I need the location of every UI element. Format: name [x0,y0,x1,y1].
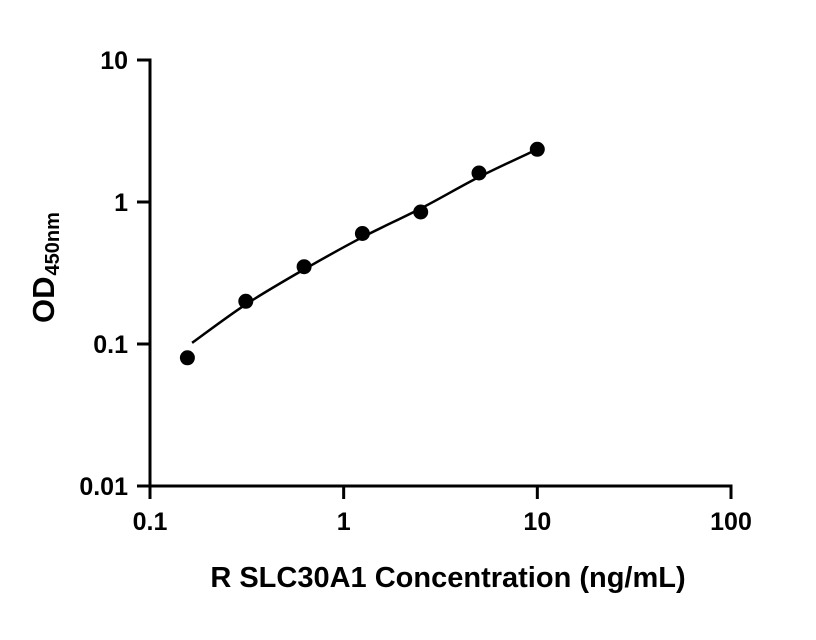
x-axis-title: R SLC30A1 Concentration (ng/mL) [210,562,686,594]
data-point [354,226,370,241]
data-point [529,141,545,157]
x-tick-label: 10 [523,508,551,536]
x-tick-label: 100 [710,508,752,536]
data-point [296,259,312,275]
data-point [179,350,195,366]
data-point [238,293,254,309]
x-tick-label: 0.1 [133,508,168,536]
x-tick-label: 1 [337,508,351,536]
y-tick-label: 0.1 [93,331,128,359]
y-axis-title-main: OD [26,276,61,323]
data-point [413,204,429,220]
y-tick-label: 10 [100,47,128,75]
data-point [471,165,487,181]
y-axis-title: OD450nm [26,153,70,383]
y-tick-label: 1 [114,189,128,217]
y-tick-label: 0.01 [79,473,128,501]
y-axis-title-subscript: 450nm [42,212,64,276]
axis-frame [148,58,733,488]
fit-curve [191,148,538,344]
